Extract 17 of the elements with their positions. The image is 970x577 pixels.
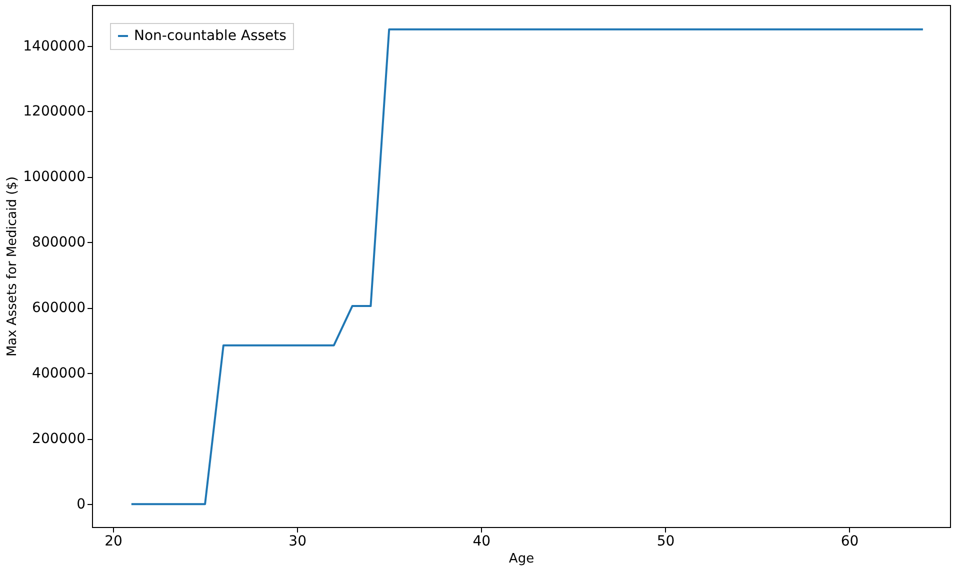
legend-label: Non-countable Assets: [134, 28, 286, 44]
x-tick-label: 40: [472, 534, 491, 550]
y-tick-label: 400000: [32, 366, 86, 382]
y-tick-label: 0: [76, 496, 86, 513]
y-tick-label: 1000000: [23, 169, 86, 186]
x-tick-label: 20: [104, 534, 122, 550]
x-tick-label: 60: [840, 534, 859, 550]
y-tick-label: 600000: [32, 300, 86, 316]
line-series: [130, 28, 924, 506]
x-axis-title: Age: [508, 552, 534, 566]
y-tick-label: 800000: [32, 234, 86, 251]
x-tick-label: 50: [656, 534, 675, 550]
y-tick-label: 200000: [32, 431, 86, 448]
y-axis-title: Max Assets for Medicaid ($): [5, 176, 20, 357]
y-tick-label: 1400000: [23, 38, 86, 54]
x-tick-label: 30: [288, 534, 306, 550]
y-tick-label: 1200000: [23, 104, 86, 120]
